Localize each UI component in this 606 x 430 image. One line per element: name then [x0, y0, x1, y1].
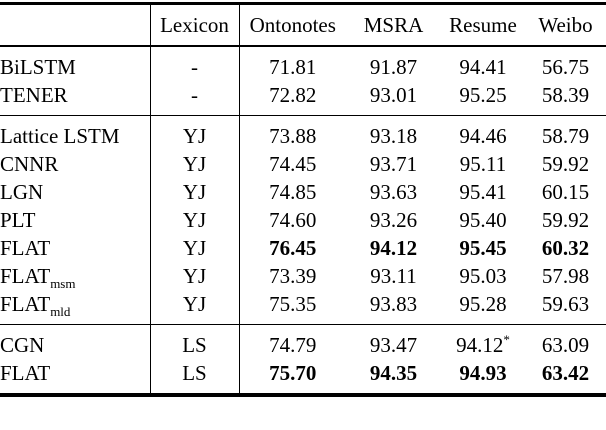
lexicon-cell: YJ: [149, 150, 240, 178]
table-row: CNNR YJ 74.45 93.71 95.11 59.92: [0, 150, 606, 178]
score-cell-msra: 93.47: [346, 324, 441, 359]
table-body: BiLSTM - 71.81 91.87 94.41 56.75 TENER - 72.82 93…: [0, 46, 606, 395]
score-cell-weibo: 59.63: [541, 291, 590, 316]
score-cell-ontonotes: 71.81: [269, 54, 317, 79]
score-cell-ontonotes: 74.60: [269, 207, 317, 232]
score-cell-ontonotes: 76.45: [269, 235, 317, 260]
model-name-cell: FLAT: [0, 235, 51, 260]
score-cell-resume: 95.45: [459, 235, 507, 260]
lexicon-cell: YJ: [149, 234, 240, 262]
score-cell-ontonotes: 72.82: [269, 82, 317, 107]
score-cell-msra: 93.71: [369, 151, 418, 176]
table-row: FLAT YJ 76.45 94.12 95.45 60.32: [0, 234, 606, 262]
score-cell-ontonotes: 73.88: [239, 115, 346, 150]
lexicon-cell: -: [149, 46, 240, 81]
model-subscript: mld: [50, 304, 71, 320]
score-cell-weibo: 63.42: [541, 360, 590, 385]
column-header-blank: [0, 4, 150, 47]
model-name-cell: FLATmsm: [0, 263, 76, 292]
table-row: TENER - 72.82 93.01 95.25 58.39: [0, 81, 606, 116]
model-name-cell: FLATmld: [0, 291, 71, 320]
model-name-cell: Lattice LSTM: [0, 115, 150, 150]
score-cell-msra: 93.18: [346, 115, 441, 150]
score-cell-msra: 93.26: [369, 207, 418, 232]
score-cell-resume: 95.28: [459, 291, 507, 316]
table-header: Lexicon Ontonotes MSRA Resume Weibo: [0, 3, 606, 47]
score-cell-weibo: 59.92: [541, 151, 590, 176]
lexicon-cell: YJ: [149, 290, 240, 325]
lexicon-cell: YJ: [149, 178, 240, 206]
table-row: FLATmsm YJ 73.39 93.11 95.03 57.98: [0, 262, 606, 290]
score-cell-weibo: 60.15: [541, 179, 590, 204]
score-cell-weibo: 57.98: [541, 263, 590, 288]
results-table: Lexicon Ontonotes MSRA Resume Weibo BiLSTM -7…: [0, 2, 606, 397]
column-header-resume: Resume: [449, 12, 517, 37]
score-cell-weibo: 58.79: [525, 115, 606, 150]
score-cell-ontonotes: 74.79: [239, 324, 346, 359]
score-cell-msra: 93.11: [370, 263, 417, 288]
score-cell-weibo: 56.75: [541, 54, 590, 79]
lexicon-cell: YJ: [149, 206, 240, 234]
score-cell-msra: 93.63: [369, 179, 418, 204]
score-cell-resume: 94.12*: [441, 324, 525, 359]
score-cell-weibo: 63.09: [525, 324, 606, 359]
score-cell-resume: 95.40: [459, 207, 507, 232]
score-cell-ontonotes: 74.45: [269, 151, 317, 176]
model-name-cell: TENER: [0, 82, 68, 107]
model-name-cell: BiLSTM: [0, 54, 76, 79]
score-superscript: *: [503, 331, 510, 347]
score-cell-ontonotes: 74.85: [269, 179, 317, 204]
score-cell-resume: 95.25: [459, 82, 507, 107]
model-name-cell: LGN: [0, 179, 44, 204]
header-row: Lexicon Ontonotes MSRA Resume Weibo: [0, 3, 606, 47]
table-row: CGN LS 74.79 93.47 94.12* 63.09: [0, 324, 606, 359]
score-cell-msra: 93.83: [369, 291, 418, 316]
score-cell-weibo: 58.39: [541, 82, 590, 107]
lexicon-cell: YJ: [149, 115, 240, 150]
model-name-cell: CGN: [0, 324, 150, 359]
table-row: Lattice LSTM YJ 73.88 93.18 94.46 58.79: [0, 115, 606, 150]
score-cell-resume: 95.11: [459, 151, 507, 176]
lexicon-cell: LS: [149, 359, 240, 395]
score-cell-resume: 94.41: [459, 54, 507, 79]
model-name-cell: CNNR: [0, 151, 59, 176]
table-row: LGN YJ 74.85 93.63 95.41 60.15: [0, 178, 606, 206]
model-name-cell: PLT: [0, 207, 36, 232]
column-header-lexicon: Lexicon: [149, 3, 240, 46]
score-cell-resume: 95.41: [459, 179, 507, 204]
score-cell-msra: 94.12: [369, 235, 418, 260]
score-cell-msra: 93.01: [369, 82, 418, 107]
score-cell-ontonotes: 75.70: [269, 360, 317, 385]
column-header-ontonotes: Ontonotes: [249, 12, 336, 37]
score-cell-weibo: 59.92: [541, 207, 590, 232]
lexicon-cell: LS: [149, 324, 240, 359]
table-row: BiLSTM - 71.81 91.87 94.41 56.75: [0, 46, 606, 81]
table-row: FLAT LS 75.70 94.35 94.93 63.42: [0, 359, 606, 395]
score-cell-weibo: 60.32: [541, 235, 590, 260]
table-row: FLATmld YJ 75.35 93.83 95.28 59.63: [0, 290, 606, 325]
model-name-cell: FLAT: [0, 360, 51, 385]
column-header-weibo: Weibo: [538, 12, 593, 37]
lexicon-cell: -: [149, 81, 240, 116]
score-cell-msra: 94.35: [369, 360, 418, 385]
column-header-msra: MSRA: [363, 12, 424, 37]
score-cell-resume: 95.03: [459, 263, 507, 288]
score-cell-msra: 91.87: [369, 54, 418, 79]
model-subscript: msm: [50, 276, 76, 292]
lexicon-cell: YJ: [149, 262, 240, 290]
score-cell-ontonotes: 75.35: [269, 291, 317, 316]
score-cell-resume: 94.46: [441, 115, 525, 150]
score-cell-resume: 94.93: [459, 360, 507, 385]
table-row: PLT YJ 74.60 93.26 95.40 59.92: [0, 206, 606, 234]
score-cell-ontonotes: 73.39: [269, 263, 317, 288]
